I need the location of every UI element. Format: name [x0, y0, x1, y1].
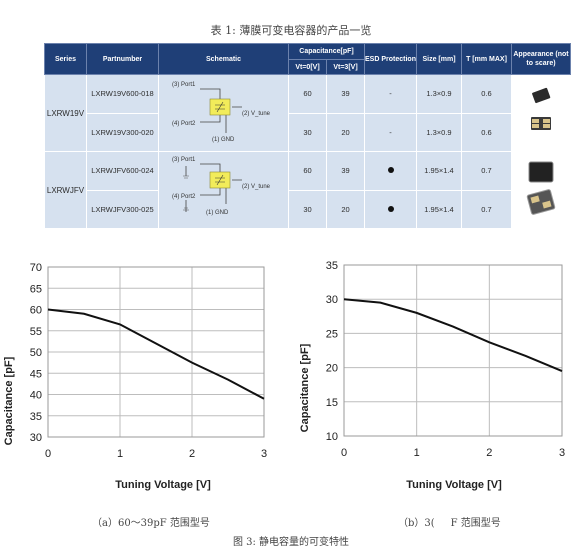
t-cell: 0.6 [461, 74, 512, 114]
port2-label: (4) Port2 [172, 121, 196, 127]
chip-image [526, 161, 556, 215]
plot-frame [343, 264, 563, 437]
vt0-cell: 60 [288, 74, 327, 114]
x-tick-label: 0 [45, 448, 51, 460]
series-line [47, 308, 265, 400]
x-tick-label: 1 [117, 448, 123, 460]
y-tick-label: 45 [30, 368, 42, 380]
figure-caption: 图 3: 静电容量的可变特性 [232, 537, 350, 548]
esd-diode-icon [182, 175, 189, 211]
chart-b: 10 15 20 25 30 35 0 1 2 3 Tuning Voltage [V] Capa… [299, 260, 565, 491]
x-tick-label: 3 [261, 448, 267, 460]
header-t: T [mm MAX] [461, 43, 512, 75]
x-tick-label: 2 [486, 447, 492, 459]
series-line [343, 298, 563, 372]
y-tick-label: 60 [30, 305, 42, 317]
y-axis-label: Capacitance [pF] [299, 343, 311, 432]
y-tick-label: 35 [326, 260, 338, 272]
chart-a: 30 35 40 45 50 55 60 65 70 0 1 2 3 Tuning Voltage [V… [3, 262, 267, 491]
t-cell: 0.7 [461, 151, 512, 191]
schematic-cell: (3) Port1 (4) Port2 (2) V_tune (1) GND [158, 74, 289, 152]
y-tick-label: 70 [30, 262, 42, 274]
y-tick-label: 20 [326, 363, 338, 375]
header-capacitance: Capacitance[pF] [288, 43, 365, 60]
plot-frame [47, 266, 265, 438]
vt0-cell: 30 [288, 112, 327, 152]
chip-image [531, 87, 551, 130]
y-axis-label: Capacitance [pF] [3, 356, 15, 445]
y-tick-label: 25 [326, 328, 338, 340]
table-row: LXRWJFV LXRWJFV600-024 (3) Port1 (4) Por… [44, 151, 571, 229]
x-tick-label: 1 [414, 447, 420, 459]
header-vt0: Vt=0[V] [288, 59, 327, 75]
size-cell: 1.3×0.9 [416, 74, 462, 114]
y-tick-label: 65 [30, 283, 42, 295]
appearance-cell [511, 74, 571, 152]
sub-caption-b: （b）3( F 范围型号 [398, 514, 501, 529]
vt3-cell: 39 [326, 151, 365, 191]
table-caption: 表 1: 薄膜可变电容器的产品一览 [210, 24, 372, 37]
series-cell: LXRW19V [44, 74, 87, 152]
x-tick-label: 3 [559, 447, 565, 459]
vt3-cell: 20 [326, 112, 365, 152]
header-esd: ESD Protection [364, 43, 417, 75]
y-tick-label: 55 [30, 326, 42, 338]
size-cell: 1.3×0.9 [416, 112, 462, 152]
vtune-label: (2) V_tune [242, 184, 271, 190]
esd-cell [364, 151, 417, 191]
header-size: Size [mm] [416, 43, 462, 75]
x-axis-label: Tuning Voltage [V] [406, 479, 502, 491]
y-tick-label: 10 [326, 431, 338, 443]
sub-caption-b-tail: F 范围型号 [450, 518, 501, 529]
sub-caption-a: （a）60～39pF 范围型号 [92, 518, 210, 529]
esd-dot-icon [387, 167, 394, 174]
header-appearance: Appearance (not to scare) [511, 43, 571, 75]
esd-cell: - [364, 112, 417, 152]
vt0-cell: 30 [288, 189, 327, 229]
size-cell: 1.95×1.4 [416, 151, 462, 191]
y-tick-label: 30 [326, 294, 338, 306]
esd-cell: - [364, 74, 417, 114]
series-cell: LXRWJFV [44, 151, 87, 229]
y-tick-label: 50 [30, 347, 42, 359]
esd-cell [364, 189, 417, 229]
x-axis-label: Tuning Voltage [V] [115, 479, 211, 491]
header-partnumber: Partnumber [86, 43, 159, 75]
appearance-cell [511, 151, 571, 229]
port2-label: (4) Port2 [172, 194, 196, 200]
t-cell: 0.6 [461, 112, 512, 152]
port1-label: (3) Port1 [172, 157, 196, 163]
size-cell: 1.95×1.4 [416, 189, 462, 229]
table-row: LXRWJFV300-025 30 20 1.95×1.4 0.7 [45, 189, 571, 229]
x-tick-label: 2 [189, 448, 195, 460]
part-cell: LXRW19V600-018 [86, 74, 159, 114]
vt0-cell: 60 [288, 151, 327, 191]
part-cell: LXRWJFV600-024 [86, 151, 159, 191]
schematic-diagram: (3) Port1 (4) Port2 (2) V_tune (1) GND [172, 157, 271, 216]
vt3-cell: 39 [326, 74, 365, 114]
gnd-label: (1) GND [212, 137, 235, 143]
product-table: Series Partnumber Schematic Capacitance[… [44, 43, 571, 229]
part-cell: LXRWJFV300-025 [86, 189, 159, 229]
y-tick-label: 15 [326, 397, 338, 409]
table-row: LXRW19V LXRW19V600-018 (3) Port1 (4) Por… [44, 74, 571, 152]
sub-caption-b-head: （b）3( [398, 518, 435, 529]
header-schematic: Schematic [158, 43, 289, 75]
gnd-label: (1) GND [206, 210, 229, 216]
schematic-diagram: (3) Port1 (4) Port2 (2) V_tune (1) GND [172, 82, 271, 143]
esd-dot-icon [387, 205, 394, 212]
y-tick-label: 40 [30, 390, 42, 402]
header-vt3: Vt=3[V] [326, 59, 365, 75]
part-cell: LXRW19V300-020 [86, 112, 159, 152]
schematic-cell: (3) Port1 (4) Port2 (2) V_tune (1) GND [158, 151, 289, 229]
t-cell: 0.7 [461, 189, 512, 229]
y-tick-label: 30 [30, 432, 42, 444]
header-series: Series [44, 43, 87, 75]
port1-label: (3) Port1 [172, 82, 196, 88]
vt3-cell: 20 [326, 189, 365, 229]
vtune-label: (2) V_tune [242, 111, 271, 117]
table-row: LXRW19V300-020 30 20 - 1.3×0.9 0.6 [45, 112, 571, 152]
x-tick-label: 0 [341, 447, 347, 459]
y-tick-label: 35 [30, 411, 42, 423]
